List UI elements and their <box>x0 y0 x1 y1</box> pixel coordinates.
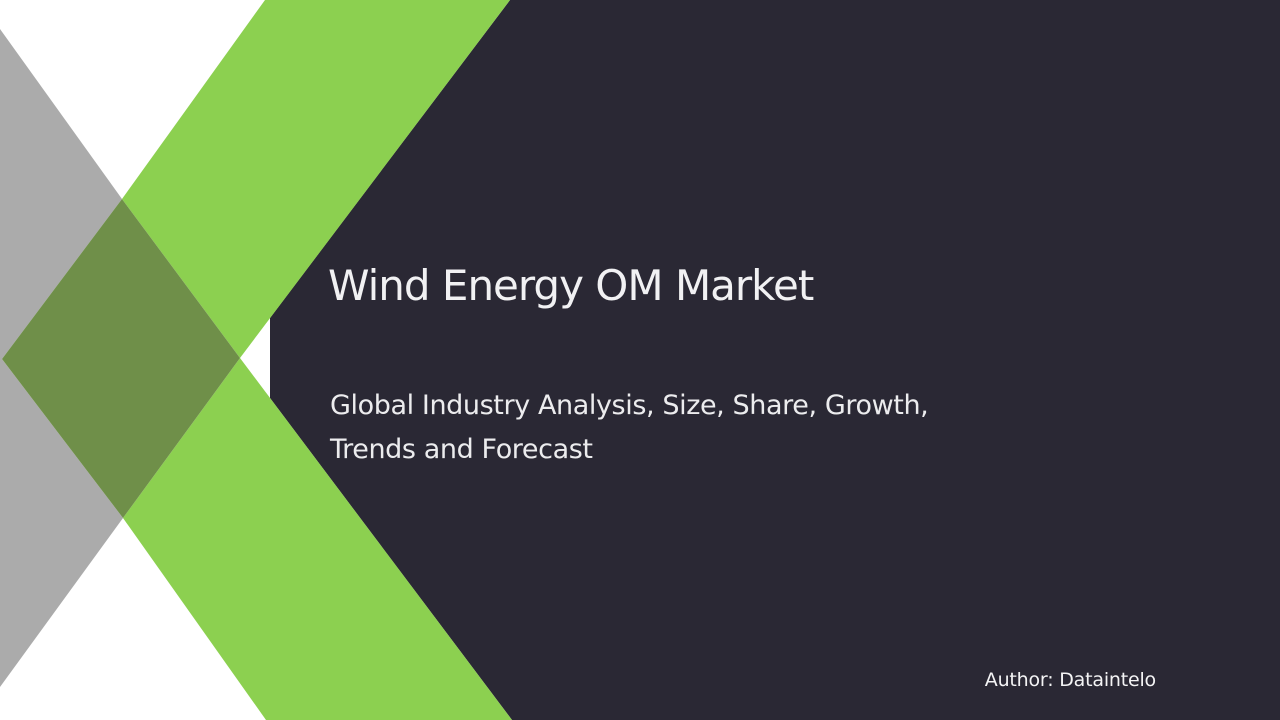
author-credit: Author: Dataintelo <box>984 669 1156 691</box>
slide-subtitle-line-2: Trends and Forecast <box>330 434 593 465</box>
green-band-lower <box>123 358 512 720</box>
green-band-upper <box>122 0 510 358</box>
olive-overlap-diamond <box>2 199 240 518</box>
dark-panel <box>270 0 1280 720</box>
slide-subtitle: Global Industry Analysis, Size, Share, G… <box>330 384 929 472</box>
gray-triangle-lower <box>0 359 123 687</box>
slide-title: Wind Energy OM Market <box>328 261 814 310</box>
gray-triangle-upper <box>0 29 122 359</box>
slide-subtitle-line-1: Global Industry Analysis, Size, Share, G… <box>330 390 929 421</box>
